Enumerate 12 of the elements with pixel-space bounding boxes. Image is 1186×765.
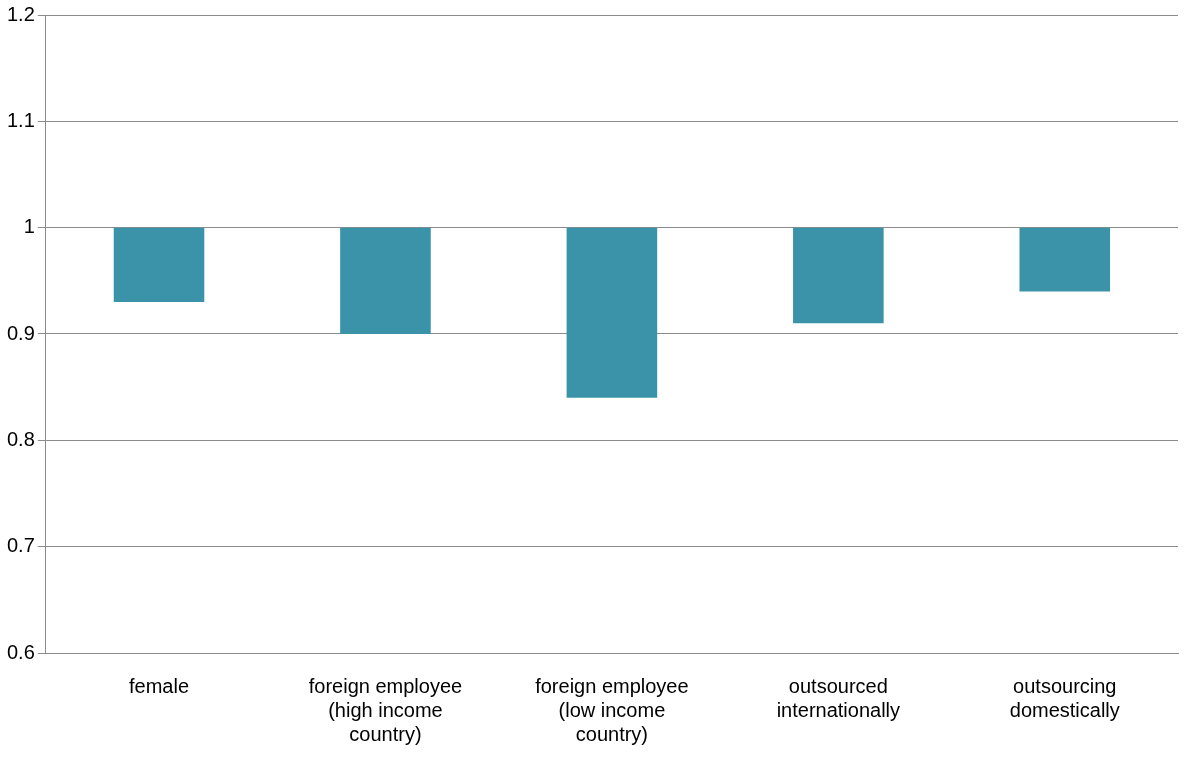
y-tick-label: 1.2 xyxy=(6,2,35,25)
y-tick-label: 0.7 xyxy=(6,534,35,557)
x-tick-label: outsourced internationally xyxy=(776,674,901,721)
y-tick-label: 1 xyxy=(23,215,35,238)
y-tick-label: 1.1 xyxy=(6,108,35,131)
x-tick-label: foreign employee (low income country) xyxy=(535,674,689,745)
x-tick-label: outsourcing domestically xyxy=(1009,674,1120,721)
y-tick-label: 0.6 xyxy=(6,640,35,663)
y-tick-label: 0.9 xyxy=(6,321,35,344)
y-tick-label: 0.8 xyxy=(6,427,35,450)
x-tick-label: foreign employee (high income country) xyxy=(308,674,463,745)
x-tick-label: female xyxy=(129,674,190,697)
